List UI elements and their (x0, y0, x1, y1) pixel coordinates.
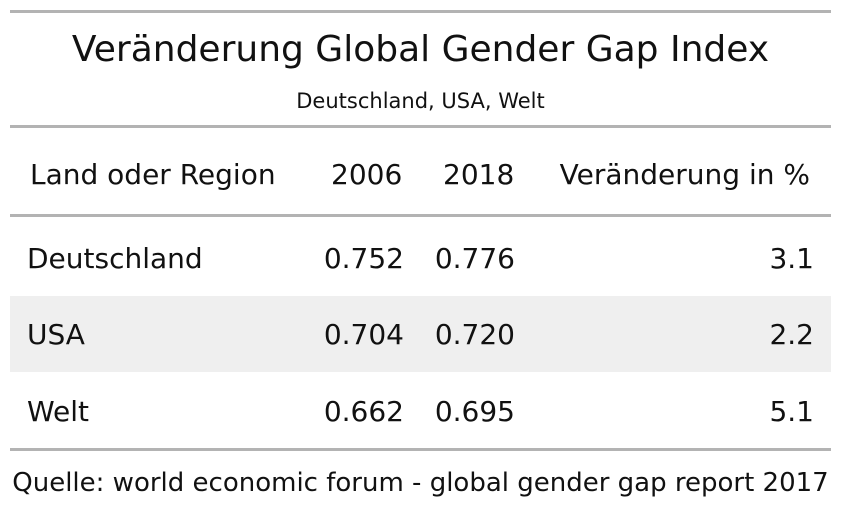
column-header-2018: 2018 (443, 158, 515, 191)
table-cell-region: Deutschland (27, 242, 203, 275)
table-cell-change: 3.1 (769, 242, 814, 275)
table-subtitle: Deutschland, USA, Welt (296, 89, 545, 113)
header-rule (10, 214, 831, 217)
table-cell-region: USA (27, 318, 85, 351)
column-header-2006: 2006 (331, 158, 403, 191)
table-cell-change: 5.1 (769, 395, 814, 428)
table-cell-2018: 0.776 (434, 242, 515, 275)
table-cell-2006: 0.752 (323, 242, 404, 275)
table-cell-region: Welt (27, 395, 90, 428)
table-cell-change: 2.2 (769, 318, 814, 351)
column-header-change: Veränderung in % (559, 158, 810, 191)
table-row-stripe (10, 296, 831, 372)
table-cell-2006: 0.662 (323, 395, 404, 428)
source-note: Quelle: world economic forum - global ge… (12, 468, 829, 498)
table-cell-2006: 0.704 (323, 318, 404, 351)
column-header-region: Land oder Region (30, 158, 276, 191)
table-cell-2018: 0.720 (434, 318, 515, 351)
table-title: Veränderung Global Gender Gap Index (71, 29, 770, 70)
title-rule (10, 125, 831, 128)
bottom-rule (10, 448, 831, 451)
top-rule (10, 10, 831, 13)
table-cell-2018: 0.695 (434, 395, 515, 428)
